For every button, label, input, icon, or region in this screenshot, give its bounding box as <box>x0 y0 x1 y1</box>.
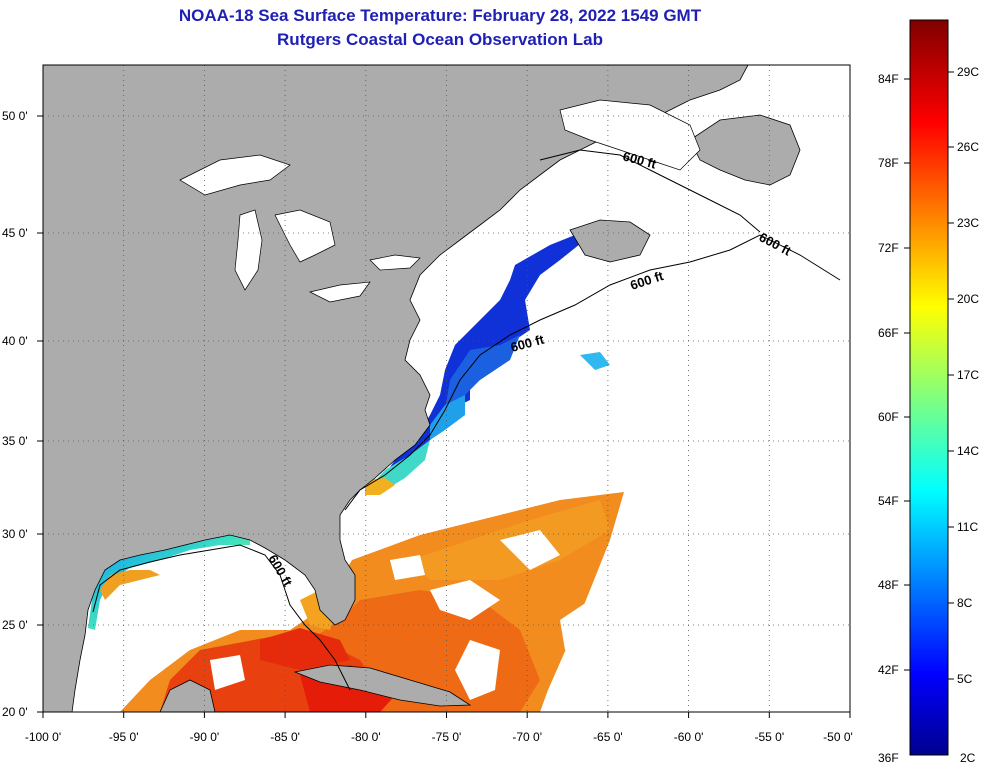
lat-label: 40 0' <box>2 334 28 348</box>
lon-label: -80 0' <box>351 730 381 744</box>
axis-ticks <box>37 115 851 718</box>
lon-label: -100 0' <box>25 730 61 744</box>
lon-label: -75 0' <box>432 730 462 744</box>
lat-label: 30 0' <box>2 527 28 541</box>
lon-label: -55 0' <box>754 730 784 744</box>
lat-labels: 20 0' 25 0' 30 0' 35 0' 40 0' 45 0' 50 0… <box>2 109 28 719</box>
lon-label: -60 0' <box>674 730 704 744</box>
lon-labels: -100 0' -95 0' -90 0' -85 0' -80 0' -75 … <box>25 730 853 744</box>
lon-label: -50 0' <box>823 730 853 744</box>
great-lakes <box>179 99 701 303</box>
lat-label: 50 0' <box>2 109 28 123</box>
lon-label: -90 0' <box>190 730 220 744</box>
map-subtitle: Rutgers Coastal Ocean Observation Lab <box>277 30 603 49</box>
lat-label: 35 0' <box>2 434 28 448</box>
lat-label: 45 0' <box>2 226 28 240</box>
land-mass <box>43 65 801 712</box>
lat-label: 25 0' <box>2 618 28 632</box>
lon-label: -85 0' <box>270 730 300 744</box>
lon-label: -95 0' <box>109 730 139 744</box>
bathymetry-contour <box>92 149 841 691</box>
map-title: NOAA-18 Sea Surface Temperature: Februar… <box>178 6 702 25</box>
lon-label: -65 0' <box>593 730 623 744</box>
lon-label: -70 0' <box>512 730 542 744</box>
lat-label: 20 0' <box>2 705 28 719</box>
